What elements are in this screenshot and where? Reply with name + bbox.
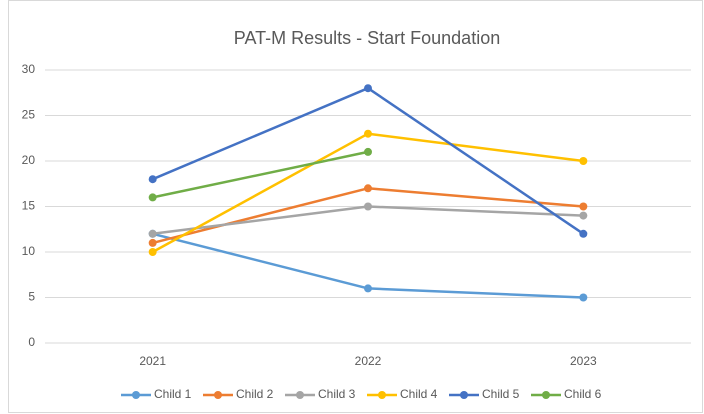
legend-marker [378, 391, 386, 399]
x-tick-label: 2022 [355, 354, 382, 368]
legend-marker [214, 391, 222, 399]
data-point [579, 229, 588, 238]
legend-marker [460, 391, 468, 399]
data-point [148, 175, 157, 184]
data-point [579, 157, 588, 165]
y-tick-label: 30 [22, 62, 36, 76]
data-point [579, 211, 588, 220]
data-point [148, 248, 157, 256]
y-tick-label: 0 [28, 335, 35, 349]
legend-label: Child 3 [318, 387, 356, 401]
data-point [364, 184, 372, 193]
data-point [364, 284, 372, 293]
data-point [579, 202, 588, 211]
legend-label: Child 2 [236, 387, 274, 401]
legend-label: Child 5 [482, 387, 520, 401]
y-tick-label: 20 [22, 153, 36, 167]
y-tick-label: 5 [28, 290, 35, 304]
data-point [148, 238, 157, 247]
y-tick-label: 25 [22, 108, 36, 122]
data-point [148, 193, 157, 202]
data-point [364, 147, 372, 156]
legend-marker [542, 391, 550, 399]
data-point [579, 293, 588, 302]
x-tick-label: 2021 [139, 354, 166, 368]
data-point [364, 129, 372, 138]
series-line [152, 150, 369, 199]
legend-label: Child 4 [400, 387, 438, 401]
legend-label: Child 1 [154, 387, 192, 401]
data-point [364, 202, 372, 211]
legend-marker [296, 391, 304, 399]
x-tick-label: 2023 [570, 354, 597, 368]
y-tick-label: 10 [22, 244, 36, 258]
y-tick-label: 15 [22, 199, 36, 213]
data-point [364, 84, 372, 93]
legend-label: Child 6 [564, 387, 602, 401]
legend-marker [132, 391, 140, 399]
data-point [148, 229, 157, 238]
chart-title: PAT-M Results - Start Foundation [234, 28, 500, 48]
